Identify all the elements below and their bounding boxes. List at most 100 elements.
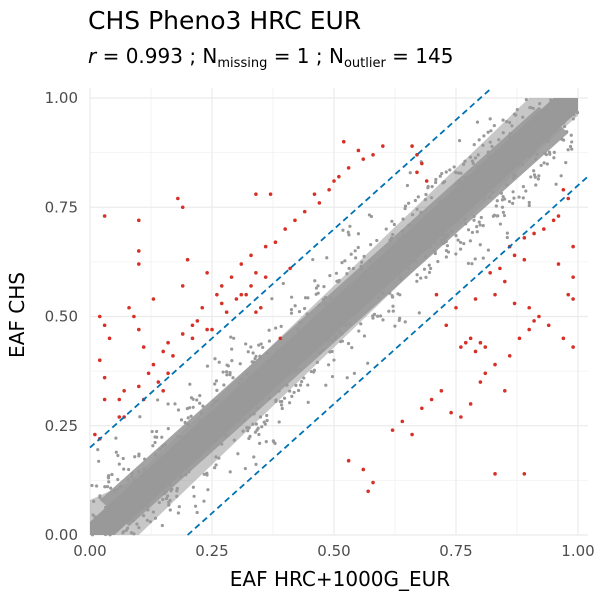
outlier-point (210, 327, 214, 332)
scatter-point (462, 209, 466, 213)
scatter-point (189, 414, 193, 418)
scatter-point (442, 241, 446, 245)
scatter-point (112, 489, 117, 493)
scatter-point (492, 213, 497, 217)
scatter-point (298, 383, 303, 387)
scatter-point (400, 229, 404, 233)
scatter-point (463, 159, 467, 163)
outlier-point (546, 323, 551, 328)
scatter-point (119, 511, 124, 515)
scatter-point (407, 201, 411, 205)
outlier-point (117, 397, 122, 402)
scatter-point (293, 304, 297, 308)
scatter-point (213, 357, 217, 361)
scatter-point (456, 203, 460, 207)
scatter-point (458, 240, 463, 245)
scatter-point (184, 473, 188, 477)
scatter-point (426, 234, 430, 239)
scatter-point (224, 370, 229, 374)
scatter-point (215, 388, 219, 392)
scatter-point (415, 207, 419, 211)
scatter-point (392, 261, 396, 265)
scatter-point (571, 117, 575, 121)
scatter-point (521, 196, 525, 200)
scatter-point (495, 199, 499, 203)
scatter-point (222, 383, 226, 387)
outlier-point (556, 262, 561, 266)
scatter-point (237, 381, 241, 385)
scatter-point (481, 256, 485, 260)
scatter-point (330, 338, 334, 343)
scatter-point (334, 334, 338, 339)
scatter-point (501, 118, 505, 122)
scatter-point (236, 452, 240, 456)
scatter-point (378, 279, 382, 283)
scatter-point (565, 106, 569, 110)
scatter-point (303, 296, 308, 300)
scatter-point (363, 293, 367, 297)
scatter-point (459, 171, 463, 175)
scatter-point (264, 439, 268, 444)
scatter-point (300, 332, 304, 336)
outlier-point (341, 139, 346, 144)
outlier-point (137, 384, 141, 389)
scatter-point (492, 171, 496, 175)
scatter-point (229, 404, 233, 408)
scatter-point (532, 169, 536, 173)
scatter-point (524, 189, 528, 193)
scatter-point (408, 171, 412, 175)
scatter-point (214, 463, 218, 467)
outlier-point (137, 262, 141, 266)
outlier-point (151, 362, 156, 367)
scatter-point (311, 257, 315, 262)
scatter-point (155, 466, 159, 471)
scatter-point (416, 195, 420, 199)
scatter-point (445, 211, 449, 215)
scatter-point (455, 219, 459, 223)
scatter-point (453, 170, 458, 174)
scatter-point (513, 113, 517, 117)
scatter-point (176, 408, 181, 412)
scatter-point (306, 383, 310, 387)
scatter-point (191, 485, 195, 489)
scatter-point (124, 528, 128, 532)
scatter-point (125, 499, 129, 503)
scatter-point (168, 483, 172, 487)
scatter-point (512, 140, 517, 145)
scatter-point (314, 315, 318, 319)
scatter-point (251, 387, 255, 391)
scatter-point (398, 316, 402, 320)
x-axis-ticks: 0.00 0.25 0.50 0.75 1.00 (73, 542, 594, 560)
scatter-point (253, 430, 257, 434)
scatter-point (245, 372, 249, 376)
scatter-point (458, 247, 463, 251)
outlier-point (532, 319, 536, 323)
scatter-point (166, 494, 170, 498)
scatter-point (367, 299, 371, 303)
scatter-point (413, 198, 417, 203)
scatter-point (542, 112, 546, 116)
scatter-point (470, 262, 474, 266)
scatter-point (217, 430, 221, 434)
scatter-point (158, 447, 162, 451)
scatter-point (179, 418, 184, 422)
outlier-point (268, 192, 273, 196)
scatter-point (239, 392, 243, 396)
scatter-point (294, 383, 298, 387)
scatter-point (116, 477, 120, 482)
scatter-point (419, 276, 423, 280)
scatter-point (160, 444, 165, 449)
scatter-point (156, 398, 160, 402)
scatter-point (390, 295, 395, 299)
scatter-point (306, 296, 310, 300)
scatter-point (408, 229, 413, 234)
scatter-point (268, 365, 272, 369)
scatter-point (236, 388, 241, 392)
scatter-point (377, 284, 381, 289)
scatter-point (437, 200, 442, 204)
scatter-point (195, 510, 199, 515)
outlier-point (180, 332, 185, 336)
scatter-point (164, 497, 169, 501)
scatter-point (513, 174, 518, 178)
outlier-point (503, 388, 507, 393)
